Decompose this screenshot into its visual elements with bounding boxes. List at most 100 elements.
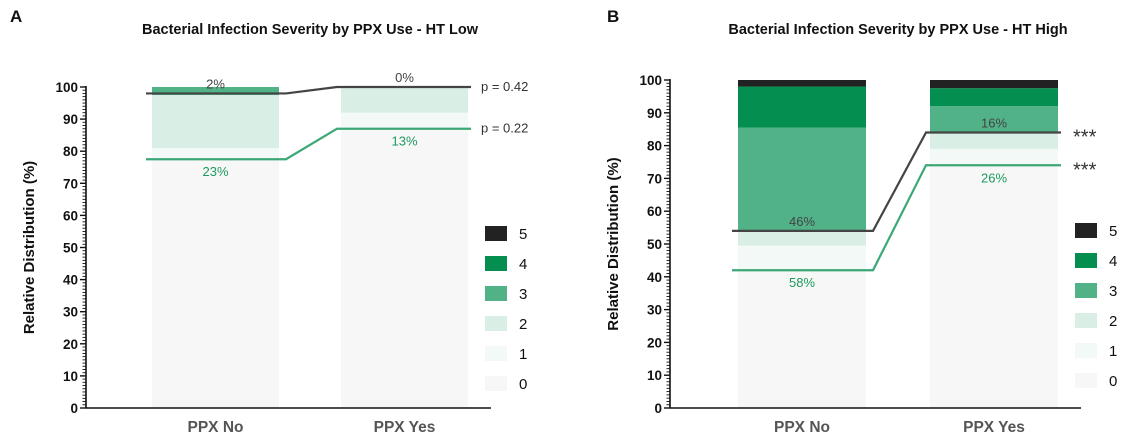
legend-label: 3	[519, 286, 527, 303]
bar-segment-2-ppx-yes	[341, 87, 468, 113]
legend-swatch-5	[1075, 223, 1097, 238]
bars	[152, 87, 468, 409]
legend-label: 4	[519, 256, 527, 273]
y-tick-label: 10	[63, 369, 78, 384]
legend-label: 5	[519, 226, 527, 243]
legend-label: 2	[1109, 313, 1117, 330]
legend-label: 0	[1109, 373, 1117, 390]
step-line-dark	[732, 131, 1061, 232]
y-tick-label: 80	[63, 144, 78, 159]
y-tick-label: 50	[647, 237, 662, 252]
legend-swatch-2	[1075, 313, 1097, 328]
x-tick-label: PPX No	[774, 419, 830, 436]
significance-label: ***	[1073, 126, 1097, 148]
significance-label: ***	[1073, 159, 1097, 181]
bar-segment-0-ppx-no	[152, 159, 279, 408]
step-label-dark: 2%	[206, 76, 225, 91]
significance-label: p = 0.22	[481, 121, 528, 136]
y-tick-label: 100	[55, 80, 78, 95]
bar-segment-2-ppx-no	[738, 230, 866, 246]
y-tick-label: 40	[647, 270, 662, 285]
legend-swatch-4	[485, 256, 507, 271]
step-label-green: 58%	[789, 275, 815, 290]
y-tick-label: 50	[63, 241, 78, 256]
bar-segment-3-ppx-yes	[930, 106, 1058, 133]
bar-segment-0-ppx-no	[738, 270, 866, 408]
y-axis-label: Relative Distribution (%)	[21, 161, 38, 334]
y-tick-label: 60	[647, 204, 662, 219]
y-tick-label: 90	[63, 112, 78, 127]
y-tick-label: 20	[63, 337, 78, 352]
x-tick-label: PPX Yes	[963, 419, 1025, 436]
step-label-dark: 16%	[981, 115, 1007, 130]
bar-segment-0-ppx-yes	[341, 128, 468, 409]
step-label-green: 23%	[202, 164, 228, 179]
panel-a: A Bacterial Infection Severity by PPX Use…	[10, 7, 528, 436]
legend-swatch-3	[485, 286, 507, 301]
y-tick-label: 30	[647, 303, 662, 318]
legend-swatch-0	[485, 376, 507, 391]
y-ticks	[80, 86, 86, 409]
legend-label: 3	[1109, 283, 1117, 300]
y-tick-label: 100	[639, 73, 662, 88]
y-tick-label: 40	[63, 273, 78, 288]
legend-swatch-0	[1075, 373, 1097, 388]
bar-segment-2-ppx-yes	[930, 132, 1058, 149]
y-ticks	[664, 79, 670, 409]
y-tick-label: 0	[654, 401, 662, 416]
legend-swatch-1	[485, 346, 507, 361]
bar-segment-3-ppx-no	[152, 87, 279, 96]
bar-segment-1-ppx-yes	[341, 112, 468, 129]
chart-title: Bacterial Infection Severity by PPX Use …	[142, 22, 479, 38]
bar-segment-0-ppx-yes	[930, 165, 1058, 408]
legend-swatch-2	[485, 316, 507, 331]
legend-label: 2	[519, 316, 527, 333]
legend-swatch-3	[1075, 283, 1097, 298]
step-label-dark: 46%	[789, 214, 815, 229]
legend-label: 0	[519, 376, 527, 393]
legend-label: 4	[1109, 253, 1117, 270]
bar-segment-2-ppx-no	[152, 95, 279, 148]
panel-letter: A	[10, 7, 22, 26]
legend: 5 4 3 2 1 0	[1075, 223, 1117, 390]
y-tick-label: 20	[647, 335, 662, 350]
x-tick-label: PPX Yes	[374, 419, 436, 436]
bar-segment-3-ppx-no	[738, 127, 866, 231]
bar-segment-1-ppx-yes	[930, 148, 1058, 166]
y-tick-label: 30	[63, 305, 78, 320]
x-tick-label: PPX No	[188, 419, 244, 436]
panel-letter: B	[607, 7, 619, 26]
legend-label: 1	[1109, 343, 1117, 360]
legend-swatch-5	[485, 226, 507, 241]
bar-segment-5-ppx-no	[738, 80, 866, 87]
legend-swatch-4	[1075, 253, 1097, 268]
step-label-dark: 0%	[395, 70, 414, 85]
y-axis-label: Relative Distribution (%)	[605, 157, 622, 330]
y-tick-label: 60	[63, 208, 78, 223]
significance-label: p = 0.42	[481, 79, 528, 94]
legend-label: 5	[1109, 223, 1117, 240]
y-tick-label: 0	[70, 401, 78, 416]
step-label-green: 26%	[981, 170, 1007, 185]
bar-segment-4-ppx-yes	[930, 88, 1058, 107]
legend: 5 4 3 2 1 0	[485, 226, 527, 393]
y-tick-label: 10	[647, 368, 662, 383]
bar-segment-1-ppx-no	[152, 147, 279, 160]
legend-swatch-1	[1075, 343, 1097, 358]
y-tick-label: 70	[63, 176, 78, 191]
y-tick-label: 80	[647, 139, 662, 154]
y-tick-label: 90	[647, 106, 662, 121]
y-tick-label: 70	[647, 171, 662, 186]
legend-label: 1	[519, 346, 527, 363]
step-line-green	[146, 127, 471, 161]
step-line-dark	[146, 85, 471, 95]
panel-b: B Bacterial Infection Severity by PPX Use…	[605, 7, 1117, 436]
bars	[738, 80, 1058, 408]
step-line-green	[732, 164, 1061, 272]
bar-segment-4-ppx-no	[738, 86, 866, 128]
chart-title: Bacterial Infection Severity by PPX Use …	[728, 22, 1067, 38]
bar-segment-1-ppx-no	[738, 245, 866, 271]
step-label-green: 13%	[391, 134, 417, 149]
bar-segment-5-ppx-yes	[930, 80, 1058, 89]
